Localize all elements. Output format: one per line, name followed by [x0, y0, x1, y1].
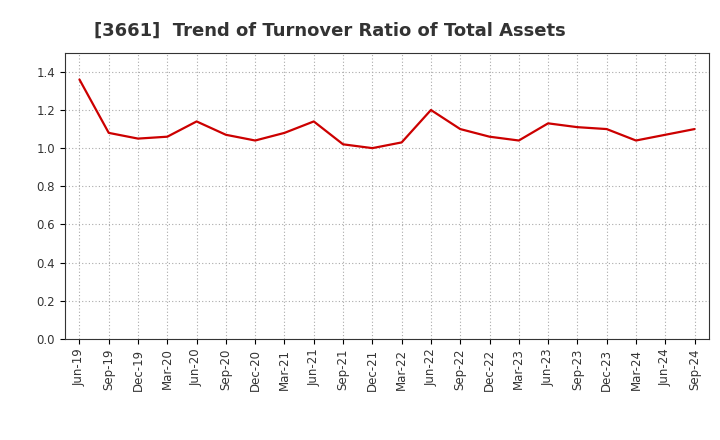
Text: [3661]  Trend of Turnover Ratio of Total Assets: [3661] Trend of Turnover Ratio of Total …: [94, 22, 565, 40]
